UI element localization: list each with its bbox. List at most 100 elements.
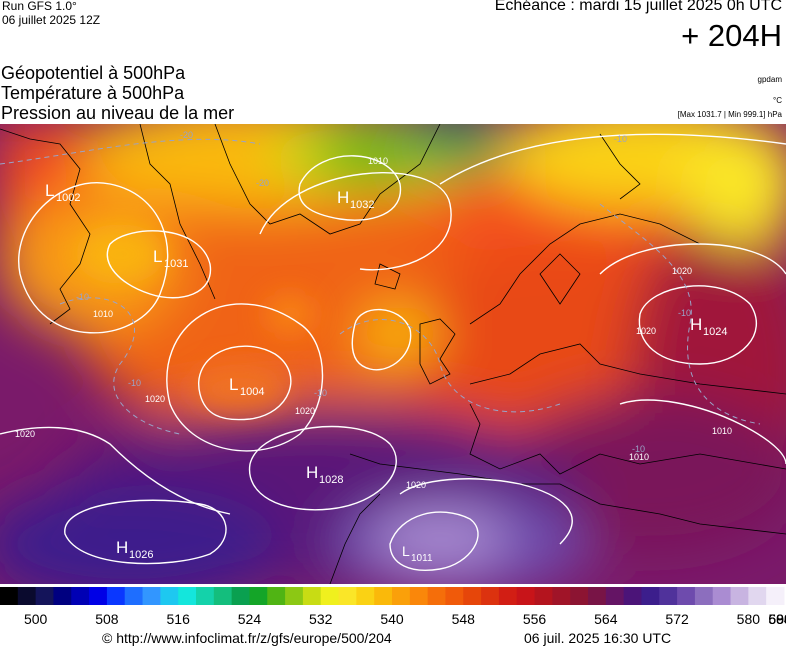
color-scale-swatch bbox=[570, 587, 589, 605]
color-scale-swatch bbox=[694, 587, 714, 605]
isotherm-label: -10 bbox=[678, 308, 691, 318]
color-scale-swatch bbox=[196, 587, 215, 605]
isobar-label: 1010 bbox=[629, 452, 649, 462]
isotherm-label: -10 bbox=[76, 292, 89, 302]
isobar-label: 1020 bbox=[295, 406, 315, 416]
pressure-center: H 1026 bbox=[116, 538, 153, 561]
color-scale-swatch bbox=[249, 587, 268, 605]
color-scale-swatch bbox=[178, 587, 197, 605]
isobar-label: 1020 bbox=[672, 266, 692, 276]
color-scale-swatch bbox=[677, 587, 696, 605]
color-scale-swatch bbox=[445, 587, 464, 605]
pressure-center-value: 1028 bbox=[319, 474, 343, 486]
pressure-center-value: 1011 bbox=[411, 553, 433, 564]
color-scale-swatch bbox=[106, 587, 126, 605]
pressure-center-value: 1026 bbox=[129, 549, 153, 561]
pressure-center-value: 1002 bbox=[56, 192, 80, 204]
isobar-label: 1020 bbox=[636, 326, 656, 336]
color-scale-swatch bbox=[231, 587, 250, 605]
color-scale: 500 508 516 524 532 540 548 556 564 572 580 5885966… bbox=[0, 587, 786, 627]
pressure-center-type: L bbox=[153, 247, 162, 266]
color-scale-tick-label: 564 bbox=[594, 611, 618, 627]
color-scale-swatch bbox=[659, 587, 678, 605]
pressure-center: L 1002 bbox=[45, 181, 80, 204]
color-scale-swatch bbox=[356, 587, 375, 605]
color-scale-swatch bbox=[748, 587, 767, 605]
forecast-valid-time: Echéance : mardi 15 juillet 2025 0h UTC bbox=[494, 0, 782, 14]
isotherms bbox=[0, 138, 761, 435]
color-scale-swatch bbox=[17, 587, 37, 605]
pressure-center-value: 1024 bbox=[703, 326, 727, 338]
color-scale-swatch bbox=[552, 587, 571, 605]
pressure-center-value: 1004 bbox=[240, 386, 264, 398]
isobar-label: 1010 bbox=[368, 156, 388, 166]
color-scale-swatch bbox=[267, 587, 286, 605]
color-scale-swatch bbox=[53, 587, 72, 605]
color-scale-swatch bbox=[160, 587, 179, 605]
isobar-label: 1010 bbox=[93, 309, 113, 319]
pressure-center: L 1011 bbox=[402, 543, 433, 564]
coastlines bbox=[0, 124, 786, 584]
color-scale-swatch bbox=[481, 587, 500, 605]
map-labels: L 1002 L 1031 H 1032 L 1004 H 1024 H 102… bbox=[15, 130, 732, 564]
pressure-center-type: L bbox=[229, 375, 238, 394]
pressure-center-type: H bbox=[116, 538, 128, 557]
color-scale-tick-label: 604 bbox=[768, 611, 786, 627]
pressure-center: H 1028 bbox=[306, 463, 343, 486]
weather-map[interactable]: L 1002 L 1031 H 1032 L 1004 H 1024 H 102… bbox=[0, 124, 786, 584]
isobar-label: 1020 bbox=[15, 429, 35, 439]
color-scale-swatch bbox=[463, 587, 482, 605]
pressure-center: H 1032 bbox=[337, 188, 374, 211]
pressure-center-type: H bbox=[337, 188, 349, 207]
unit-geopotential: gpdam bbox=[757, 75, 782, 84]
title-pressure: Pression au niveau de la mer bbox=[1, 103, 235, 123]
color-scale-swatches bbox=[0, 587, 785, 605]
isotherm-label: -10 bbox=[632, 444, 645, 454]
isotherm-label: -20 bbox=[180, 130, 193, 140]
pressure-center-value: 1032 bbox=[350, 199, 374, 211]
isotherm-label: -10 bbox=[614, 134, 627, 144]
color-scale-swatch bbox=[605, 587, 625, 605]
color-scale-swatch bbox=[409, 587, 429, 605]
color-scale-swatch bbox=[142, 587, 161, 605]
color-scale-tick-label: 548 bbox=[452, 611, 476, 627]
color-scale-swatch bbox=[392, 587, 411, 605]
generation-date: 06 juil. 2025 16:30 UTC bbox=[524, 630, 672, 646]
color-scale-swatch bbox=[374, 587, 393, 605]
color-scale-tick-label: 540 bbox=[380, 611, 404, 627]
pressure-center: H 1024 bbox=[690, 315, 727, 338]
geopotential-field bbox=[0, 124, 786, 584]
color-scale-tick-label: 556 bbox=[523, 611, 547, 627]
forecast-horizon: + 204H bbox=[681, 18, 782, 53]
pressure-center-type: L bbox=[45, 181, 54, 200]
pressure-center: L 1031 bbox=[153, 247, 188, 270]
color-scale-swatch bbox=[641, 587, 660, 605]
pressure-range: [Max 1031.7 | Min 999.1] hPa bbox=[677, 110, 782, 119]
color-scale-tick-label: 516 bbox=[167, 611, 191, 627]
pressure-center-type: L bbox=[402, 543, 410, 559]
color-scale-swatch bbox=[89, 587, 108, 605]
color-scale-swatch bbox=[712, 587, 732, 605]
color-scale-swatch bbox=[588, 587, 607, 605]
pressure-center: L 1004 bbox=[229, 375, 264, 398]
color-scale-tick-label: 500 bbox=[24, 611, 48, 627]
color-scale-swatch bbox=[516, 587, 536, 605]
color-scale-swatch bbox=[124, 587, 144, 605]
source-url[interactable]: © http://www.infoclimat.fr/z/gfs/europe/… bbox=[102, 630, 392, 646]
color-scale-swatch bbox=[35, 587, 54, 605]
color-scale-swatch bbox=[338, 587, 357, 605]
isobar-label: 1020 bbox=[406, 480, 426, 490]
color-scale-swatch bbox=[623, 587, 642, 605]
color-scale-tick-label: 588 bbox=[768, 611, 786, 627]
isobar-label: 1020 bbox=[145, 394, 165, 404]
color-scale-swatch bbox=[213, 587, 233, 605]
color-scale-swatch bbox=[285, 587, 304, 605]
color-scale-tick-label: 532 bbox=[309, 611, 333, 627]
color-scale-tick-label: 596 bbox=[768, 611, 786, 627]
color-scale-swatch bbox=[766, 587, 785, 605]
run-date: 06 juillet 2025 12Z bbox=[2, 13, 101, 27]
color-scale-swatch bbox=[427, 587, 446, 605]
pressure-center-type: H bbox=[306, 463, 318, 482]
pressure-center-value: 1031 bbox=[164, 258, 188, 270]
color-scale-tick-label: 508 bbox=[95, 611, 119, 627]
